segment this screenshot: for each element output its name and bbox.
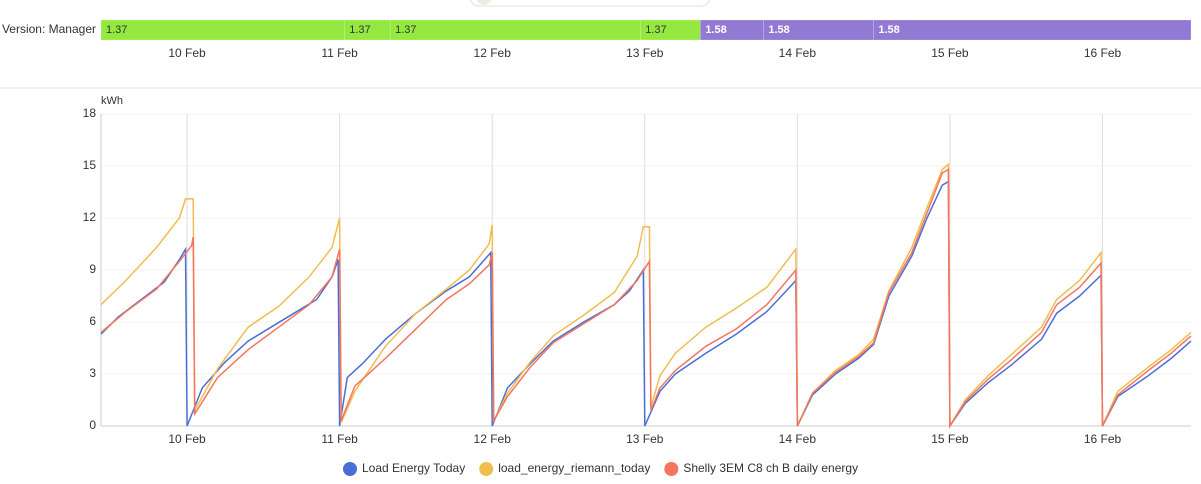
- y-tick-label: 3: [89, 366, 96, 380]
- series-line: [100, 162, 1192, 429]
- y-tick-label: 9: [89, 262, 96, 276]
- toggle[interactable]: [469, 0, 711, 7]
- x-tick-label: 12 Feb: [474, 432, 512, 446]
- series-line: [100, 180, 1192, 429]
- legend-label: Shelly 3EM C8 ch B daily energy: [683, 461, 858, 475]
- timeline-x-tick-label: 10 Feb: [168, 46, 206, 60]
- timeline-segment-label: 1.58: [705, 24, 726, 36]
- timeline-x-tick-label: 13 Feb: [626, 46, 664, 60]
- timeline-segment-label: 1.37: [349, 24, 370, 36]
- y-axis-unit: kWh: [101, 95, 123, 107]
- legend-label: Load Energy Today: [362, 461, 465, 475]
- timeline-segment-label: 1.37: [395, 24, 416, 36]
- legend-label: load_energy_riemann_today: [498, 461, 650, 475]
- timeline-segment: [873, 19, 1192, 41]
- y-tick-label: 18: [83, 106, 97, 120]
- x-tick-label: 15 Feb: [931, 432, 969, 446]
- x-tick-label: 13 Feb: [626, 432, 664, 446]
- timeline-x-tick-label: 11 Feb: [321, 46, 358, 60]
- x-tick-label: 11 Feb: [321, 432, 358, 446]
- y-tick-label: 0: [89, 418, 96, 432]
- y-tick-label: 12: [83, 210, 97, 224]
- timeline-x-tick-label: 16 Feb: [1084, 46, 1122, 60]
- timeline-x-tick-label: 15 Feb: [931, 46, 969, 60]
- x-tick-label: 16 Feb: [1084, 432, 1122, 446]
- timeline-segment-label: 1.58: [878, 24, 899, 36]
- x-tick-label: 10 Feb: [168, 432, 206, 446]
- timeline-segment: [100, 19, 345, 41]
- timeline-x-tick-label: 14 Feb: [779, 46, 817, 60]
- timeline-segment-label: 1.37: [645, 24, 666, 36]
- series-line: [100, 168, 1192, 429]
- legend-swatch[interactable]: [343, 462, 357, 476]
- toggle-knob: [476, 0, 492, 5]
- timeline-label: Version: Manager: [2, 22, 96, 36]
- x-tick-label: 14 Feb: [779, 432, 817, 446]
- legend-swatch[interactable]: [664, 462, 679, 476]
- timeline-x-tick-label: 12 Feb: [474, 46, 512, 60]
- y-tick-label: 15: [83, 158, 97, 172]
- timeline-segment: [389, 19, 641, 41]
- legend-swatch[interactable]: [479, 462, 494, 476]
- y-tick-label: 6: [89, 314, 96, 328]
- timeline-segment-label: 1.58: [768, 24, 789, 36]
- legend: Load Energy Today load_energy_riemann_tod…: [343, 461, 858, 476]
- timeline-segment-label: 1.37: [106, 24, 127, 36]
